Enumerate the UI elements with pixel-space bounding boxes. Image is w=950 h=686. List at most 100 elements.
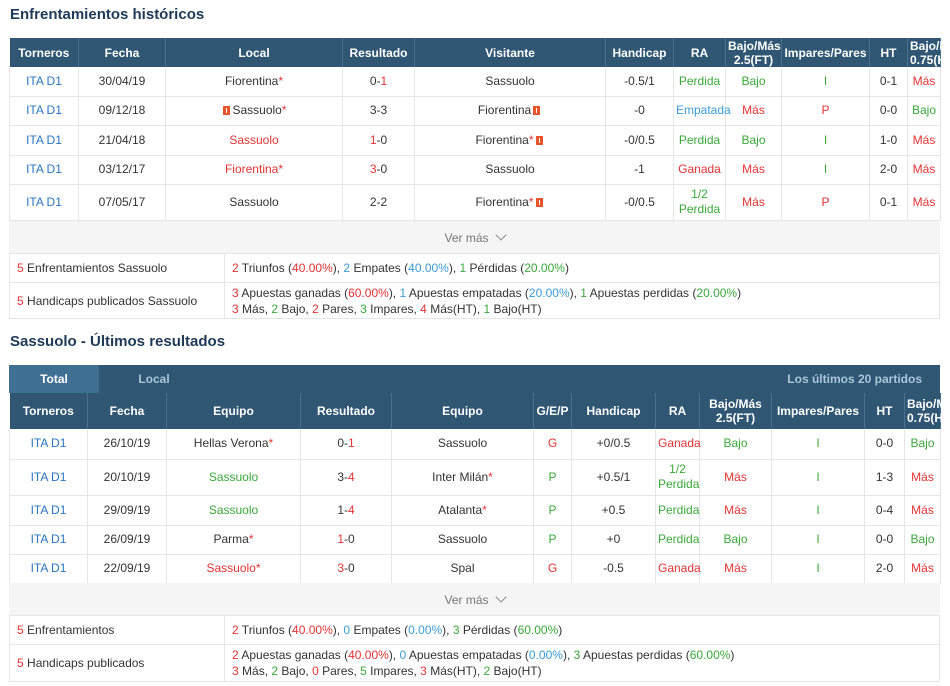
team-name: Sassuolo	[485, 73, 535, 88]
home-team[interactable]: Sassuolo	[209, 470, 258, 484]
stat-fragment: 5	[360, 664, 367, 678]
away-team[interactable]: Sassuolo	[438, 532, 487, 546]
tournament-link[interactable]: ITA D1	[26, 194, 62, 209]
date-cell: 30/04/19	[78, 67, 166, 97]
away-team[interactable]: Fiorentina	[478, 103, 531, 117]
tournament-link[interactable]: ITA D1	[26, 103, 62, 117]
column-header: Impares/Pares	[781, 38, 870, 67]
ra-label: Empatada	[676, 103, 731, 117]
home-team[interactable]: Sassuolo*	[232, 103, 286, 117]
result-cell[interactable]: 3-4	[300, 459, 392, 496]
away-team[interactable]: Sassuolo	[485, 162, 534, 176]
result-cell[interactable]: 3-0	[342, 155, 415, 185]
tournament-link[interactable]: ITA D1	[26, 132, 62, 147]
tournament-cell[interactable]: ITA D1	[9, 525, 88, 555]
gep-value: G	[547, 436, 558, 451]
away-team[interactable]: Sassuolo	[438, 436, 487, 450]
stat-fragment: 40.00%	[348, 648, 389, 662]
result-cell[interactable]: 2-2	[342, 184, 415, 221]
home-team[interactable]: Parma*	[213, 532, 253, 546]
result-cell[interactable]: 0-1	[342, 67, 415, 97]
home-team[interactable]: Sassuolo	[229, 133, 278, 147]
bm-value: Bajo	[741, 73, 766, 88]
stat-fragment: 3	[360, 301, 367, 316]
stat-fragment: ),	[569, 285, 581, 300]
tournament-link[interactable]: ITA D1	[30, 436, 67, 451]
gep-value: P	[548, 532, 557, 546]
chevron-down-icon	[494, 229, 507, 241]
score-separator: -	[376, 194, 381, 209]
stat-fragment: 2	[483, 664, 491, 678]
result-cell[interactable]: 3-0	[300, 554, 392, 584]
table-row: ITA D1 07/05/17 Sassuolo 2-2 Fiorentina* -0/0…	[9, 184, 941, 221]
away-team[interactable]: Fiorentina*	[475, 133, 533, 147]
away-team[interactable]: Sassuolo	[485, 74, 534, 88]
stat-fragment: Apuestas empatadas (	[406, 648, 529, 662]
stat-fragment: 3	[452, 623, 460, 637]
ip-value: I	[823, 73, 828, 88]
date-cell: 20/10/19	[87, 459, 167, 496]
score-home: 3	[369, 103, 377, 117]
tournament-cell[interactable]: ITA D1	[9, 67, 79, 97]
h2h-enf-label: 5 Enfrentamientos Sassuolo	[9, 253, 225, 283]
h2h-title: Enfrentamientos históricos	[10, 6, 205, 23]
stat-fragment: 0	[312, 664, 319, 678]
home-team[interactable]: Sassuolo	[209, 503, 258, 517]
tournament-link[interactable]: ITA D1	[30, 469, 67, 484]
column-header: Torneros	[9, 38, 79, 67]
result-cell[interactable]: 1-0	[300, 525, 392, 555]
bm-cell: Más	[725, 184, 782, 221]
tournament-cell[interactable]: ITA D1	[9, 429, 88, 460]
tournament-link[interactable]: ITA D1	[30, 532, 67, 546]
result-cell[interactable]: 1-0	[342, 125, 415, 156]
bmht-cell: Más	[904, 554, 941, 584]
score-separator: -	[344, 561, 348, 575]
red-card-icon	[535, 197, 543, 207]
stat-fragment: 20.00%	[524, 261, 565, 275]
stat-fragment: )	[737, 285, 742, 300]
home-team[interactable]: Sassuolo	[229, 195, 278, 209]
ip-cell: I	[771, 459, 865, 496]
away-team[interactable]: Spal	[450, 561, 474, 575]
result-cell[interactable]: 1-4	[300, 495, 392, 526]
ra-cell: 1/2 Perdida	[673, 184, 726, 221]
tournament-cell[interactable]: ITA D1	[9, 554, 88, 584]
home-team[interactable]: Fiorentina*	[225, 162, 283, 176]
away-team[interactable]: Fiorentina*	[475, 195, 533, 209]
away-team[interactable]: Inter Milán*	[432, 470, 493, 484]
tournament-cell[interactable]: ITA D1	[9, 125, 79, 156]
tournament-link[interactable]: ITA D1	[30, 502, 67, 517]
stat-fragment: 60.00%	[348, 285, 389, 300]
tournament-cell[interactable]: ITA D1	[9, 155, 79, 185]
ra-cell: 1/2 Perdida	[655, 459, 700, 496]
result-cell[interactable]: 3-3	[342, 96, 415, 126]
column-header: Bajo/Más 0.75(HT)	[904, 393, 950, 429]
stat-fragment: Apuestas empatadas (	[406, 285, 529, 300]
handicap-cell: -0.5/1	[605, 67, 674, 97]
result-cell[interactable]: 0-1	[300, 429, 392, 460]
tournament-link[interactable]: ITA D1	[30, 561, 67, 575]
tournament-cell[interactable]: ITA D1	[9, 495, 88, 526]
away-cell: Sassuolo	[391, 429, 534, 460]
table-row: ITA D1 21/04/18 Sassuolo 1-0 Fiorentina* -0/0…	[9, 125, 941, 156]
stat-fragment: ),	[562, 648, 574, 662]
tournament-link[interactable]: ITA D1	[26, 162, 62, 176]
stat-fragment: 3	[232, 664, 239, 678]
tournament-cell[interactable]: ITA D1	[9, 96, 79, 126]
ip-value: I	[816, 561, 820, 575]
red-card-icon	[533, 106, 541, 115]
away-team[interactable]: Atalanta*	[438, 503, 487, 517]
tournament-cell[interactable]: ITA D1	[9, 459, 88, 496]
last-matches-label[interactable]: Los últimos 20 partidos	[787, 372, 922, 386]
tournament-link[interactable]: ITA D1	[26, 73, 62, 88]
tournament-cell[interactable]: ITA D1	[9, 184, 79, 221]
h2h-ver-mas-button[interactable]: Ver más	[9, 221, 940, 254]
home-team[interactable]: Sassuolo*	[206, 561, 260, 575]
tab-total[interactable]: Total	[9, 365, 99, 393]
bm-cell: Más	[725, 155, 782, 185]
home-team[interactable]: Fiorentina*	[225, 74, 283, 88]
home-team[interactable]: Hellas Verona*	[194, 436, 273, 450]
bmht-value: Más	[912, 162, 936, 176]
tab-local[interactable]: Local	[138, 372, 170, 386]
recent-ver-mas-button[interactable]: Ver más	[9, 583, 940, 616]
